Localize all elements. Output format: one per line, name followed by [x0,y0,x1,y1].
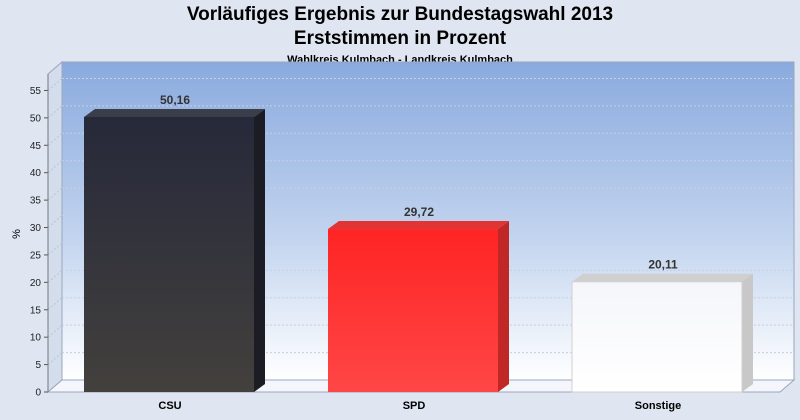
bar-top-csu [84,108,265,117]
x-tick-label-csu: CSU [158,400,181,412]
bar-side-spd [498,221,509,392]
y-tick-label: 25 [30,250,42,261]
bar-top-spd [328,221,509,230]
y-tick-label: 15 [30,305,42,316]
gridline-side [47,324,63,338]
data-label-sonstige: 20,11 [648,258,678,272]
gridline-side [47,352,63,365]
y-tick-label: 10 [30,333,42,344]
axes: 0 5 10 15 20 25 30 35 40 45 50 55 [30,74,49,399]
y-tick-label: 45 [30,141,42,152]
y-tick-label: 30 [30,223,42,234]
bar-side-sonstige [742,273,753,392]
gridline-side [47,132,63,146]
gridline-side [47,269,63,283]
labels: 50,16 CSU 29,72 SPD 20,11 Sonstige [158,93,681,412]
chart-title: Vorläufiges Ergebnis zur Bundestagswahl … [186,4,614,25]
y-tick-label: 50 [30,113,42,124]
gridline-side [47,187,63,201]
y-tick-label: 55 [30,86,42,97]
gridline-side [47,78,63,91]
gridline-side [47,297,63,311]
bar-top-sonstige [572,273,753,282]
bars [84,108,753,393]
gridline-side [47,105,63,119]
x-tick-label-sonstige: Sonstige [635,400,681,412]
y-tick-label: 40 [30,168,42,179]
gridline-side [47,242,63,256]
x-tick-label-spd: SPD [403,400,426,412]
gridline-side [47,160,63,174]
bar-side-csu [254,108,265,392]
y-tick-label: 35 [30,196,42,207]
chart-subtitle: Erststimmen in Prozent [293,28,507,49]
y-axis-label: % [11,229,23,239]
bar-spd [328,229,498,392]
data-label-spd: 29,72 [404,205,434,219]
bar-csu [84,116,254,392]
y-tick-label: 0 [35,388,41,399]
y-tick-label: 20 [30,278,42,289]
data-label-csu: 50,16 [160,93,190,107]
y-tick-label: 5 [35,360,41,371]
gridline-side [47,215,63,228]
bar-sonstige [571,281,743,393]
